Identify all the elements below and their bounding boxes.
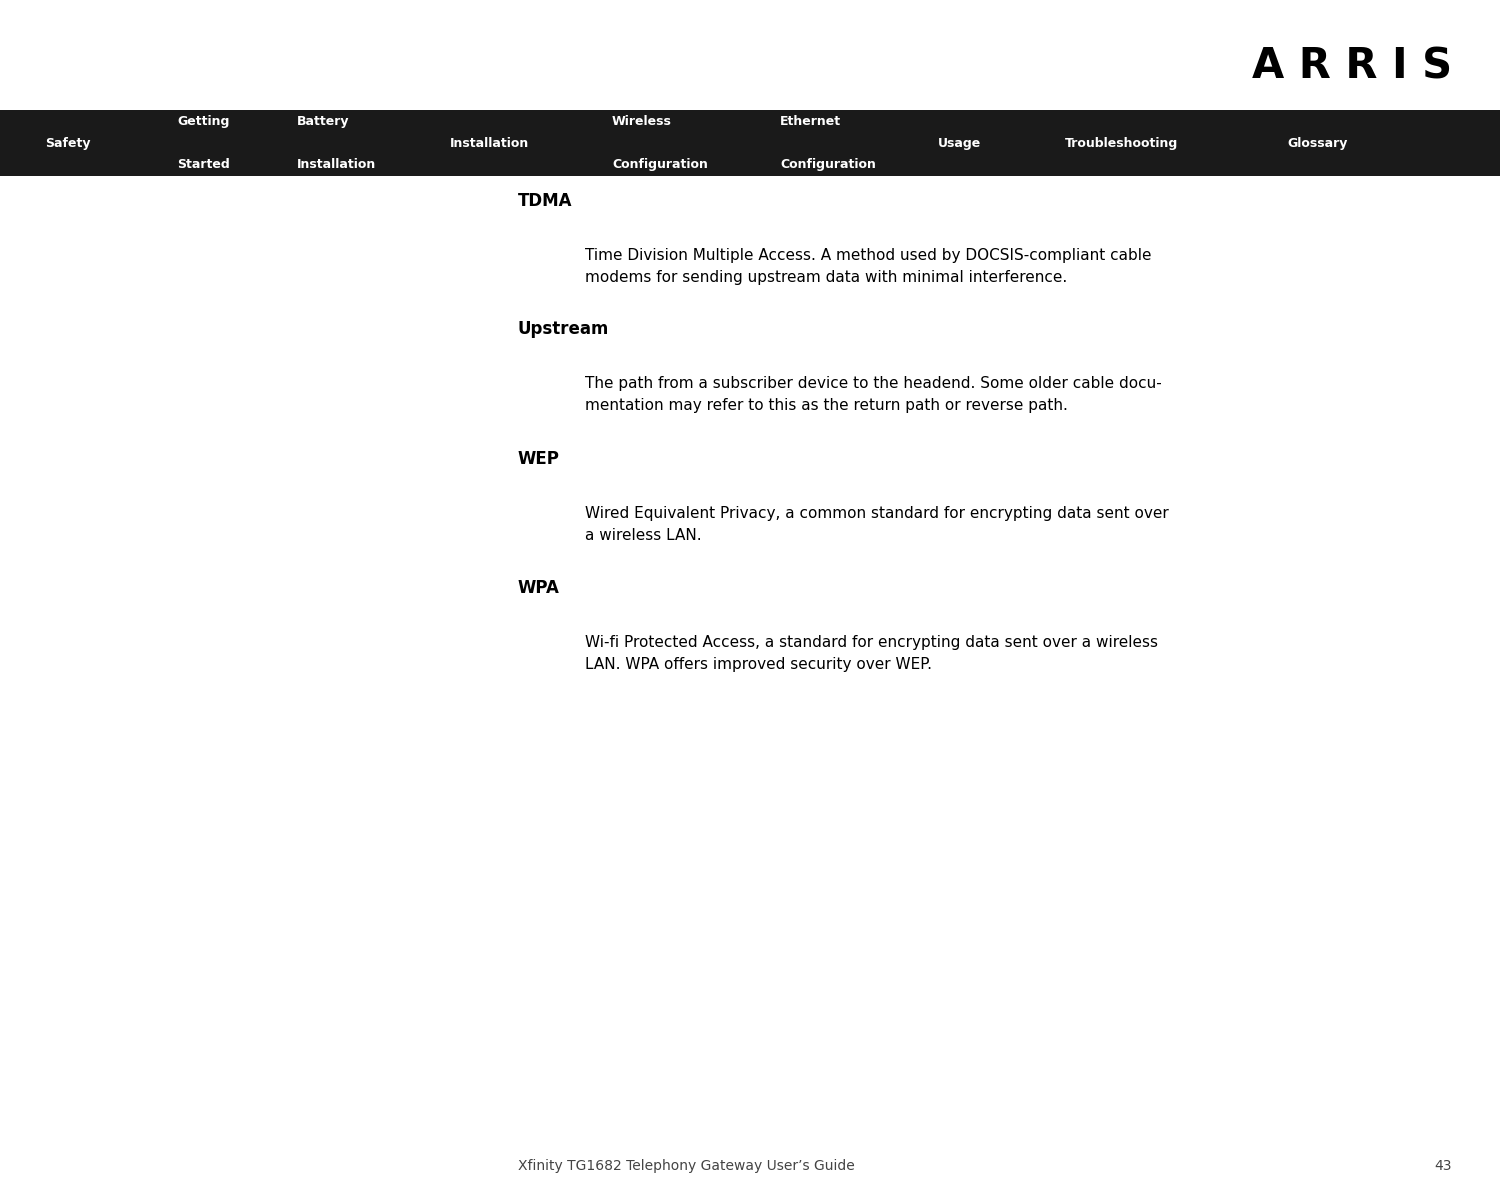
- Text: TDMA: TDMA: [518, 192, 572, 210]
- Text: Usage: Usage: [938, 137, 981, 150]
- Text: Configuration: Configuration: [780, 158, 876, 171]
- Text: Glossary: Glossary: [1287, 137, 1347, 150]
- Text: Wireless: Wireless: [612, 115, 672, 128]
- Text: Installation: Installation: [297, 158, 376, 171]
- Bar: [0, 110, 1500, 176]
- Text: Ethernet: Ethernet: [780, 115, 842, 128]
- Text: A R R I S: A R R I S: [1252, 46, 1452, 88]
- Text: The path from a subscriber device to the headend. Some older cable docu-
mentati: The path from a subscriber device to the…: [585, 376, 1161, 414]
- Text: Time Division Multiple Access. A method used by DOCSIS-compliant cable
modems fo: Time Division Multiple Access. A method …: [585, 248, 1152, 285]
- Text: Installation: Installation: [450, 137, 530, 150]
- Text: Xfinity TG1682 Telephony Gateway User’s Guide: Xfinity TG1682 Telephony Gateway User’s …: [518, 1158, 855, 1173]
- Text: Wired Equivalent Privacy, a common standard for encrypting data sent over
a wire: Wired Equivalent Privacy, a common stand…: [585, 506, 1168, 543]
- Text: Upstream: Upstream: [518, 320, 609, 338]
- Text: Started: Started: [177, 158, 230, 171]
- Text: 43: 43: [1434, 1158, 1452, 1173]
- Text: Troubleshooting: Troubleshooting: [1065, 137, 1179, 150]
- Text: Configuration: Configuration: [612, 158, 708, 171]
- Text: Safety: Safety: [45, 137, 90, 150]
- Text: Wi-fi Protected Access, a standard for encrypting data sent over a wireless
LAN.: Wi-fi Protected Access, a standard for e…: [585, 635, 1158, 673]
- Text: Getting: Getting: [177, 115, 230, 128]
- Text: WPA: WPA: [518, 579, 560, 597]
- Text: Battery: Battery: [297, 115, 350, 128]
- Text: WEP: WEP: [518, 450, 560, 468]
